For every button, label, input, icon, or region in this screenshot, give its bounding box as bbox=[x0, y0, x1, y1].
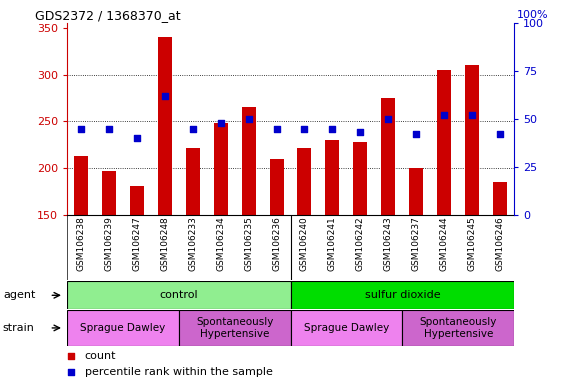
Bar bbox=[493, 182, 507, 215]
Bar bbox=[465, 65, 479, 215]
Point bbox=[356, 129, 365, 136]
Text: GSM106245: GSM106245 bbox=[468, 216, 477, 271]
Point bbox=[440, 112, 449, 118]
Bar bbox=[102, 171, 116, 215]
Bar bbox=[130, 186, 144, 215]
Text: Sprague Dawley: Sprague Dawley bbox=[80, 323, 166, 333]
Point bbox=[328, 126, 337, 132]
Point bbox=[104, 126, 113, 132]
Text: strain: strain bbox=[3, 323, 35, 333]
Bar bbox=[290, 310, 403, 346]
Bar bbox=[67, 310, 179, 346]
Bar bbox=[381, 98, 395, 215]
Bar bbox=[214, 123, 228, 215]
Point bbox=[300, 126, 309, 132]
Text: Sprague Dawley: Sprague Dawley bbox=[304, 323, 389, 333]
Bar bbox=[290, 281, 514, 309]
Bar bbox=[325, 140, 339, 215]
Text: GSM106237: GSM106237 bbox=[412, 216, 421, 271]
Text: GSM106247: GSM106247 bbox=[132, 216, 141, 271]
Point bbox=[188, 126, 198, 132]
Text: Spontaneously
Hypertensive: Spontaneously Hypertensive bbox=[419, 317, 497, 339]
Point bbox=[468, 112, 477, 118]
Point bbox=[272, 126, 281, 132]
Bar bbox=[437, 70, 451, 215]
Bar bbox=[67, 281, 290, 309]
Text: sulfur dioxide: sulfur dioxide bbox=[364, 290, 440, 300]
Text: GSM106233: GSM106233 bbox=[188, 216, 197, 271]
Text: control: control bbox=[159, 290, 198, 300]
Bar bbox=[242, 108, 256, 215]
Point bbox=[132, 135, 141, 141]
Bar bbox=[74, 156, 88, 215]
Bar bbox=[157, 37, 171, 215]
Text: GSM106235: GSM106235 bbox=[244, 216, 253, 271]
Text: 100%: 100% bbox=[517, 10, 548, 20]
Text: GSM106246: GSM106246 bbox=[496, 216, 505, 271]
Text: GSM106243: GSM106243 bbox=[384, 216, 393, 271]
Point bbox=[496, 131, 505, 137]
Text: count: count bbox=[85, 351, 116, 361]
Point bbox=[76, 126, 85, 132]
Point bbox=[67, 353, 76, 359]
Point bbox=[216, 120, 225, 126]
Point bbox=[244, 116, 253, 122]
Bar bbox=[270, 159, 284, 215]
Text: percentile rank within the sample: percentile rank within the sample bbox=[85, 367, 272, 377]
Text: GSM106241: GSM106241 bbox=[328, 216, 337, 271]
Bar bbox=[297, 147, 311, 215]
Text: GSM106238: GSM106238 bbox=[76, 216, 85, 271]
Bar bbox=[353, 142, 367, 215]
Text: GSM106236: GSM106236 bbox=[272, 216, 281, 271]
Point bbox=[160, 93, 169, 99]
Text: GSM106244: GSM106244 bbox=[440, 216, 449, 271]
Bar bbox=[403, 310, 514, 346]
Text: GSM106240: GSM106240 bbox=[300, 216, 309, 271]
Text: GSM106248: GSM106248 bbox=[160, 216, 169, 271]
Point bbox=[383, 116, 393, 122]
Text: GSM106239: GSM106239 bbox=[104, 216, 113, 271]
Text: GSM106242: GSM106242 bbox=[356, 216, 365, 271]
Text: agent: agent bbox=[3, 290, 35, 300]
Bar bbox=[186, 147, 200, 215]
Text: Spontaneously
Hypertensive: Spontaneously Hypertensive bbox=[196, 317, 273, 339]
Point bbox=[412, 131, 421, 137]
Bar bbox=[410, 168, 424, 215]
Bar bbox=[179, 310, 290, 346]
Point bbox=[67, 369, 76, 375]
Text: GDS2372 / 1368370_at: GDS2372 / 1368370_at bbox=[35, 9, 181, 22]
Text: GSM106234: GSM106234 bbox=[216, 216, 225, 271]
